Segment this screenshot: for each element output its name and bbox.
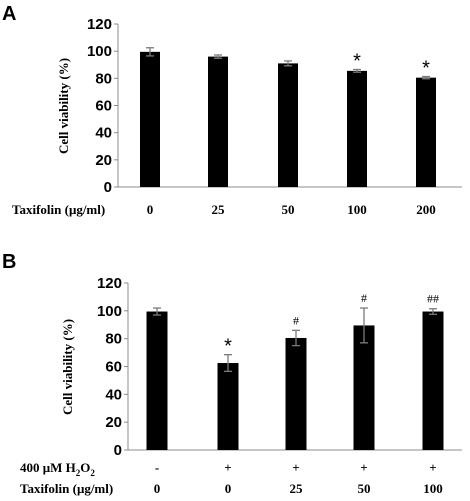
panel-b-bar [217,363,239,450]
panel-a-bar [416,77,436,187]
panel-a-x-tick-label: 200 [416,202,436,217]
panel-b-x-tick-label: 25 [290,481,304,496]
panel-b-x-tick-label: 100 [423,481,443,496]
panel-a-bar [347,70,367,187]
panel-b-y-tick-label: 80 [105,331,122,348]
panel-b-treatment-mark: + [360,460,367,475]
panel-a: A 0 20 40 60 80 100 120 Cell viability (%) 0 25 50… [2,3,462,217]
panel-b-y-tick-label: 60 [105,359,122,376]
panel-a-letter: A [2,3,16,25]
panel-b-y-tick-label: 20 [105,414,122,431]
panel-a-significance-mark: * [353,51,361,73]
panel-b-bar [285,337,307,450]
panel-a-y-tick-label: 100 [87,43,112,60]
panel-b-bar [353,325,375,450]
panel-b-letter: B [2,251,16,273]
panel-a-bar [140,51,160,188]
panel-b-x-tick-label: 50 [358,481,371,496]
panel-a-y-tick-label: 120 [87,16,112,33]
panel-b-y-tick-label: 120 [97,275,122,292]
panel-b-x-tick-label: 0 [225,481,232,496]
panel-a-x-tick-label: 25 [212,202,226,217]
panel-a-x-tick-label: 100 [347,202,367,217]
panel-b-y-axis-label: Cell viability (%) [60,319,75,415]
panel-b: B 0 20 40 60 80 100 120 Cell viability (%) 0 * 0 #2… [2,251,462,496]
panel-b-significance-mark: # [293,313,299,327]
panel-a-y-tick-label: 20 [95,152,112,169]
panel-a-y-axis-label: Cell viability (%) [56,58,71,154]
panel-a-y-tick-label: 0 [104,179,112,196]
panel-a-y-tick-label: 60 [95,98,112,115]
panel-a-x-axis-label: Taxifolin (μg/ml) [12,202,105,217]
panel-b-treatment-mark: + [429,460,436,475]
panel-a-bar [208,56,228,187]
panel-a-y-tick-label: 80 [95,70,112,87]
panel-a-bar [278,63,298,188]
panel-a-significance-mark: * [422,58,430,80]
panel-b-y-tick-label: 40 [105,386,122,403]
panel-b-treatment-mark: + [292,460,299,475]
panel-b-x-tick-label: 0 [154,481,161,496]
panel-b-significance-mark: ## [427,292,439,306]
panel-b-significance-mark: * [224,336,232,358]
panel-b-bar [146,311,168,450]
panel-b-y-tick-label: 0 [114,442,122,459]
panel-a-x-tick-label: 0 [147,202,154,217]
panel-b-treatment-mark: - [155,460,159,475]
panel-a-x-tick-label: 50 [282,202,295,217]
panel-b-treatment-mark: + [224,460,231,475]
panel-b-significance-mark: # [361,291,367,305]
panel-b-bar [422,311,444,450]
panel-b-x-axis-label: Taxifolin (μg/ml) [20,481,113,496]
panel-b-y-tick-label: 100 [97,303,122,320]
panel-b-treatment-label: 400 μM H2O2 [20,460,95,478]
panel-a-y-tick-label: 40 [95,125,112,142]
